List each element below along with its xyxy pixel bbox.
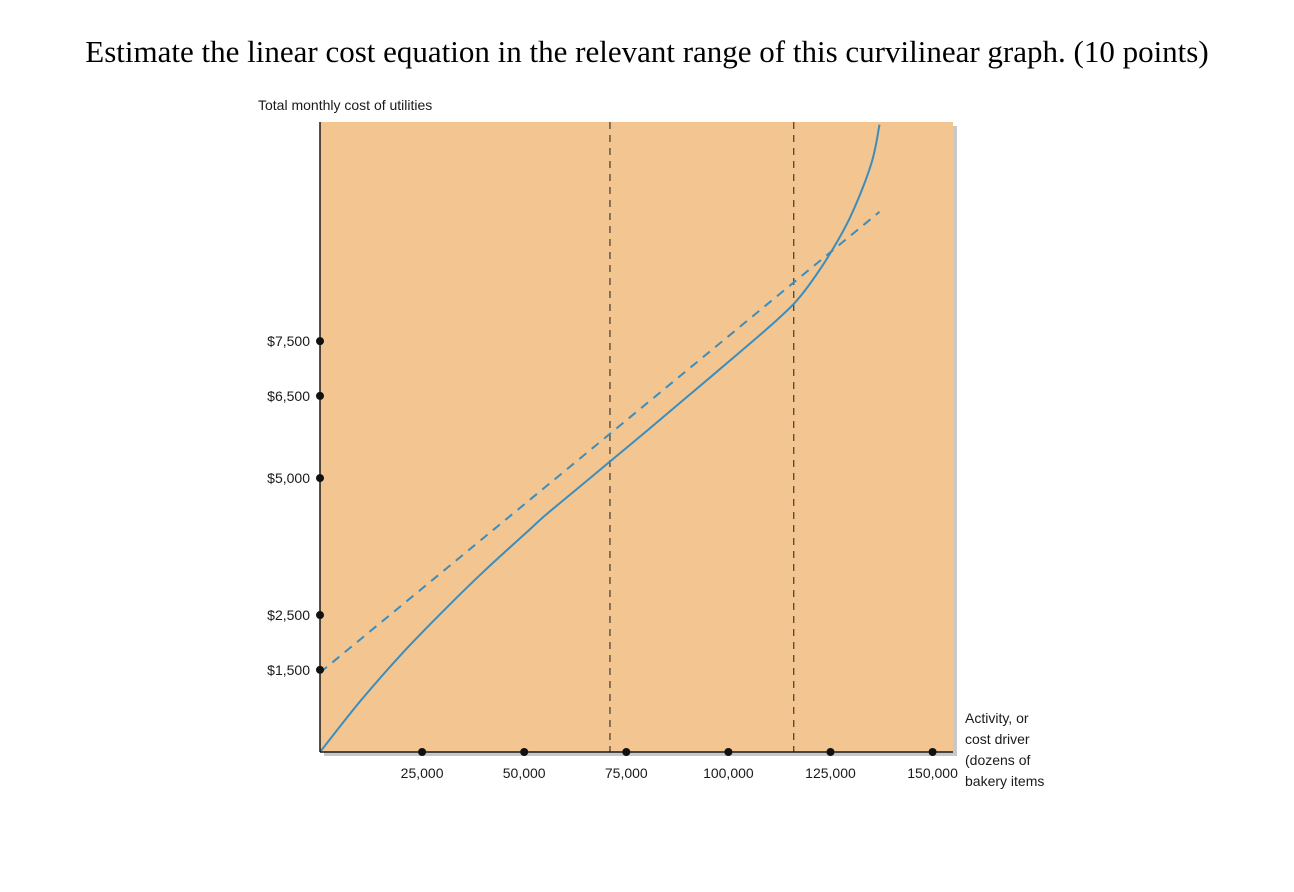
- y-axis-title: Total monthly cost of utilities: [258, 97, 432, 113]
- x-tick-label-4: 100,000: [703, 765, 754, 781]
- x-tick-dot-5: [826, 748, 835, 756]
- x-tick-dot-1: [418, 748, 427, 756]
- y-tick-dot-1: [316, 665, 324, 674]
- x-axis-title-line-4: bakery items: [965, 773, 1044, 789]
- x-tick-label-1: 25,000: [401, 765, 444, 781]
- x-axis-title-line-1: Activity, or: [965, 710, 1029, 726]
- y-tick-dot-3: [316, 474, 324, 483]
- series-layer: [319, 124, 881, 753]
- x-tick-label-3: 75,000: [605, 765, 648, 781]
- y-tick-label-4: $6,500: [267, 388, 310, 404]
- x-tick-dot-2: [520, 748, 529, 756]
- x-tick-label-6: 150,000: [907, 765, 958, 781]
- relevant-range-lines: [609, 122, 795, 752]
- y-tick-dot-4: [316, 391, 324, 400]
- x-tick-dot-6: [928, 748, 937, 756]
- linear-approximation-line: [319, 211, 881, 674]
- y-tick-label-2: $2,500: [267, 607, 310, 623]
- x-tick-label-5: 125,000: [805, 765, 856, 781]
- x-axis-title-line-2: cost driver: [965, 731, 1030, 747]
- y-tick-label-1: $1,500: [267, 662, 310, 678]
- y-tick-label-3: $5,000: [267, 470, 310, 486]
- x-axis-title-line-3: (dozens of: [965, 752, 1030, 768]
- y-tick-dot-2: [316, 611, 324, 620]
- x-tick-dot-3: [622, 748, 631, 756]
- tick-layer: 25,000 50,000 75,000 100,000 125,000 150,000 $…: [267, 333, 958, 781]
- question-text: Estimate the linear cost equation in the…: [85, 34, 1209, 69]
- y-tick-label-5: $7,500: [267, 333, 310, 349]
- x-tick-dot-4: [724, 748, 733, 756]
- plot-background: [320, 122, 953, 752]
- y-tick-dot-5: [316, 337, 324, 346]
- x-tick-label-2: 50,000: [503, 765, 546, 781]
